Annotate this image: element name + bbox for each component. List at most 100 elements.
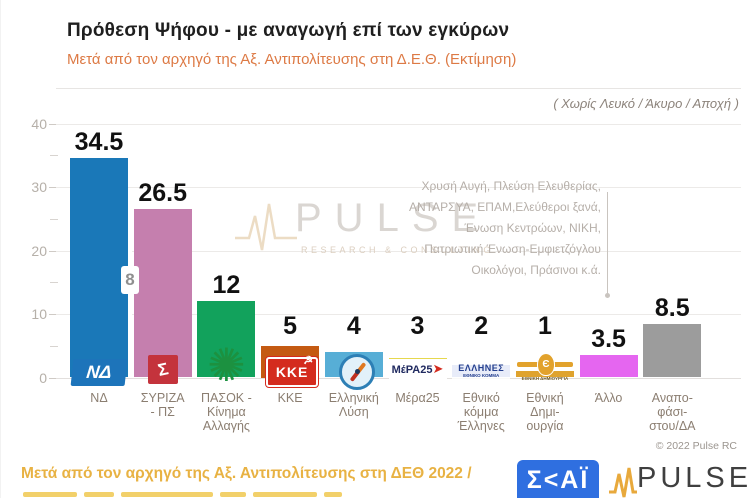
ytick-label: 30	[31, 179, 47, 195]
bar-category-label: Μέρα25	[380, 391, 456, 405]
small-parties-annotation: Χρυσή Αυγή, Πλεύση Ελευθερίας, ΑΝΤΑΡΣΥΑ, …	[371, 176, 601, 281]
pulse-logo-text: PULSE	[637, 462, 748, 494]
ytick-mark	[49, 314, 56, 315]
elliniki-lysi-compass-logo	[338, 354, 375, 390]
annotation-line: ΑΝΤΑΡΣΥΑ, ΕΠΑΜ,Ελεύθεροι ξανά,	[408, 200, 601, 214]
gridline-y40	[56, 123, 741, 125]
bar-category-label: ΝΔ	[61, 391, 137, 405]
nd-party-logo: ΝΔ	[70, 359, 128, 386]
ytick-label: 0	[39, 369, 47, 386]
bar-separator-seam	[128, 210, 132, 378]
ytick-label: 10	[31, 306, 47, 322]
bar-10	[643, 323, 702, 378]
bar-category-label: Άλλο	[571, 391, 647, 405]
bar-9	[579, 355, 638, 378]
ethniki-dimiourgia-party-logo: Є ΕΘΝΙΚΗ ΔΗΜΙΟΥΡΓΙΑ	[516, 353, 573, 383]
logo-part: Є	[536, 353, 555, 376]
logo-part: ΕΘΝΙΚΗ ΔΗΜΙΟΥΡΓΙΑ	[521, 376, 569, 381]
category-label-line: Κίνημα	[207, 405, 246, 419]
pulse-watermark-brand: PULSE	[295, 196, 492, 240]
logo-part	[354, 369, 360, 374]
category-label-line: κόμμα	[463, 405, 499, 419]
bar-value-label: 12	[212, 271, 241, 300]
annotation-line: Πατριωτική Ένωση-Εμφιετζόγλου	[424, 242, 601, 256]
gridline-y10	[56, 314, 741, 315]
ytick-minor-mark	[50, 345, 58, 347]
ytick-label: 40	[31, 115, 47, 132]
bar-value-label: 26.5	[138, 179, 188, 208]
category-label-line: ΚΚΕ	[277, 391, 303, 405]
ytick-mark	[49, 377, 56, 379]
logo-part: ΕΘΝΙΚΟ ΚΟΜΜΑ	[463, 373, 500, 378]
category-label-line: Εθνική	[526, 391, 564, 405]
annotation-line: Οικολόγοι, Πράσινοι κ.ά.	[471, 263, 601, 277]
bar-category-label: Ελληνική Λύση	[316, 391, 392, 419]
category-label-line: ΣΥΡΙΖΑ	[140, 391, 185, 405]
pulse-logo-waveform-icon	[609, 467, 637, 498]
lead-gap-badge: 8	[121, 266, 139, 294]
bar-value-label: 2	[474, 312, 489, 340]
syriza-party-logo: Σ	[147, 355, 178, 384]
category-label-line: Δημι-	[530, 405, 560, 419]
bar-category-label: Εθνική Δημι-ουργία	[507, 391, 583, 433]
category-label-line: ΝΔ	[90, 391, 108, 405]
category-label-line: φάσι-	[657, 405, 688, 419]
pasok-party-logo: ✺	[207, 339, 246, 391]
bar-category-label: ΣΥΡΙΖΑ - ΠΣ	[125, 391, 201, 419]
category-label-line: στου/ΔΑ	[649, 419, 696, 433]
annotation-line: Ένωση Κεντρώων, ΝΙΚΗ,	[464, 221, 601, 235]
gridline-y20	[56, 250, 741, 252]
ytick-mark	[49, 250, 56, 252]
bar-category-label: ΚΚΕ	[252, 391, 328, 405]
logo-part: Σ	[155, 359, 170, 380]
category-label-line: - ΠΣ	[150, 405, 175, 419]
bar-category-label: ΠΑΣΟΚ - Κίνημα Αλλαγής	[188, 391, 264, 433]
annotation-connector-dot	[605, 293, 610, 298]
ytick-mark	[49, 123, 56, 125]
annotation-connector-line	[607, 192, 608, 295]
category-label-line: Αλλαγής	[202, 419, 250, 433]
page-title: Πρόθεση Ψήφου - με αναγωγή επί των εγκύρ…	[67, 20, 510, 41]
bar-1	[70, 158, 128, 378]
category-label-line: ουργία	[526, 419, 564, 433]
ytick-label: 20	[31, 242, 47, 259]
logo-part: ➤	[432, 361, 444, 376]
footer-caption-line2-clipped	[23, 492, 349, 498]
bar-3	[197, 301, 256, 378]
bar-value-label: 3	[410, 312, 425, 340]
bar-value-label: 3.5	[591, 325, 626, 354]
bar-value-label: 4	[346, 312, 361, 340]
bar-value-label: 8.5	[654, 293, 690, 322]
gridline-y30	[56, 187, 741, 188]
category-label-line: Μέρα25	[395, 391, 440, 405]
category-label-line: Εθνικό	[462, 391, 500, 405]
chart-subtitle: Μετά από τον αρχηγό της Αξ. Αντιπολίτευσ…	[67, 51, 517, 68]
bar-value-label: 5	[283, 312, 298, 340]
skai-logo: Σ<ΑΪ	[517, 460, 599, 498]
logo-part: ☭	[303, 355, 315, 367]
kke-party-logo: KKE ☭	[266, 355, 319, 387]
bar-2	[133, 209, 192, 378]
bar-category-label: Αναπο-φάσι-στου/ΔΑ	[634, 391, 710, 433]
footer-caption: Μετά από τον αρχηγό της Αξ. Αντιπολίτευσ…	[21, 465, 472, 482]
logo-part: ΜέΡΑ25	[391, 364, 433, 376]
ellines-party-logo: ΕΛΛΗΝΕΣ ΕΘΝΙΚΟ ΚΟΜΜΑ	[452, 363, 511, 380]
category-label-line: Λύση	[338, 405, 369, 419]
ytick-mark	[49, 187, 56, 188]
category-label-line: ΠΑΣΟΚ -	[200, 391, 252, 405]
header-divider	[56, 88, 741, 89]
bar-value-label: 1	[537, 312, 552, 340]
logo-part: KKE	[275, 364, 309, 380]
ytick-minor-mark	[50, 282, 58, 284]
category-label-line: Έλληνες	[457, 419, 505, 433]
pulse-waveform-watermark-icon	[235, 203, 297, 251]
category-label-line: Ελληνική	[328, 391, 379, 405]
copyright-text: © 2022 Pulse RC	[655, 440, 737, 452]
bar-category-label: Εθνικό κόμμα Έλληνες	[443, 391, 519, 433]
category-label-line: Αναπο-	[651, 391, 693, 405]
bar-value-label: 34.5	[74, 128, 124, 157]
exclusion-note: ( Χωρίς Λευκό / Άκυρο / Αποχή )	[553, 96, 739, 111]
pulse-watermark-tagline: RESEARCH & CONSULTING	[301, 245, 494, 255]
ytick-minor-mark	[50, 218, 58, 220]
